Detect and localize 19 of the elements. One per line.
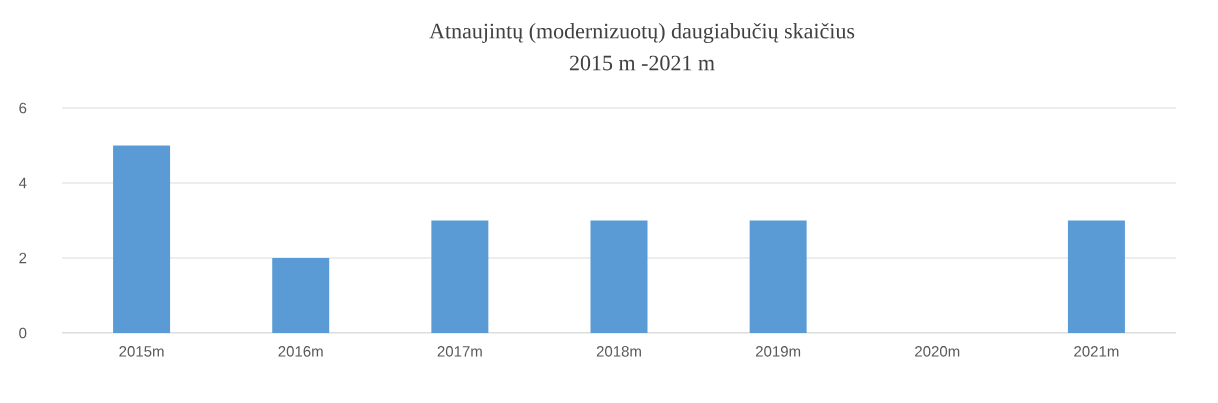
bar <box>1067 220 1125 334</box>
y-tick-label: 2 <box>19 252 27 264</box>
bar <box>749 220 807 334</box>
bar <box>431 220 489 334</box>
chart-subtitle: 2015 m -2021 m <box>569 55 715 71</box>
bar <box>113 145 171 334</box>
chart-title: Atnaujintų (modernizuotų) daugiabučių skaičius <box>429 22 855 44</box>
y-tick-label: 4 <box>18 177 27 189</box>
y-tick-label: 6 <box>19 102 27 114</box>
x-tick-label: 2015m <box>119 346 164 357</box>
x-tick-label: 2020m <box>915 346 960 357</box>
x-tick-label: 2018m <box>596 346 641 357</box>
bar <box>590 220 648 334</box>
y-tick-label: 0 <box>19 327 27 339</box>
x-tick-label: 2017m <box>437 346 482 357</box>
bar <box>272 258 330 334</box>
x-tick-label: 2016m <box>278 346 323 357</box>
x-tick-label: 2019m <box>755 346 801 357</box>
x-tick-label: 2021m <box>1074 346 1119 357</box>
